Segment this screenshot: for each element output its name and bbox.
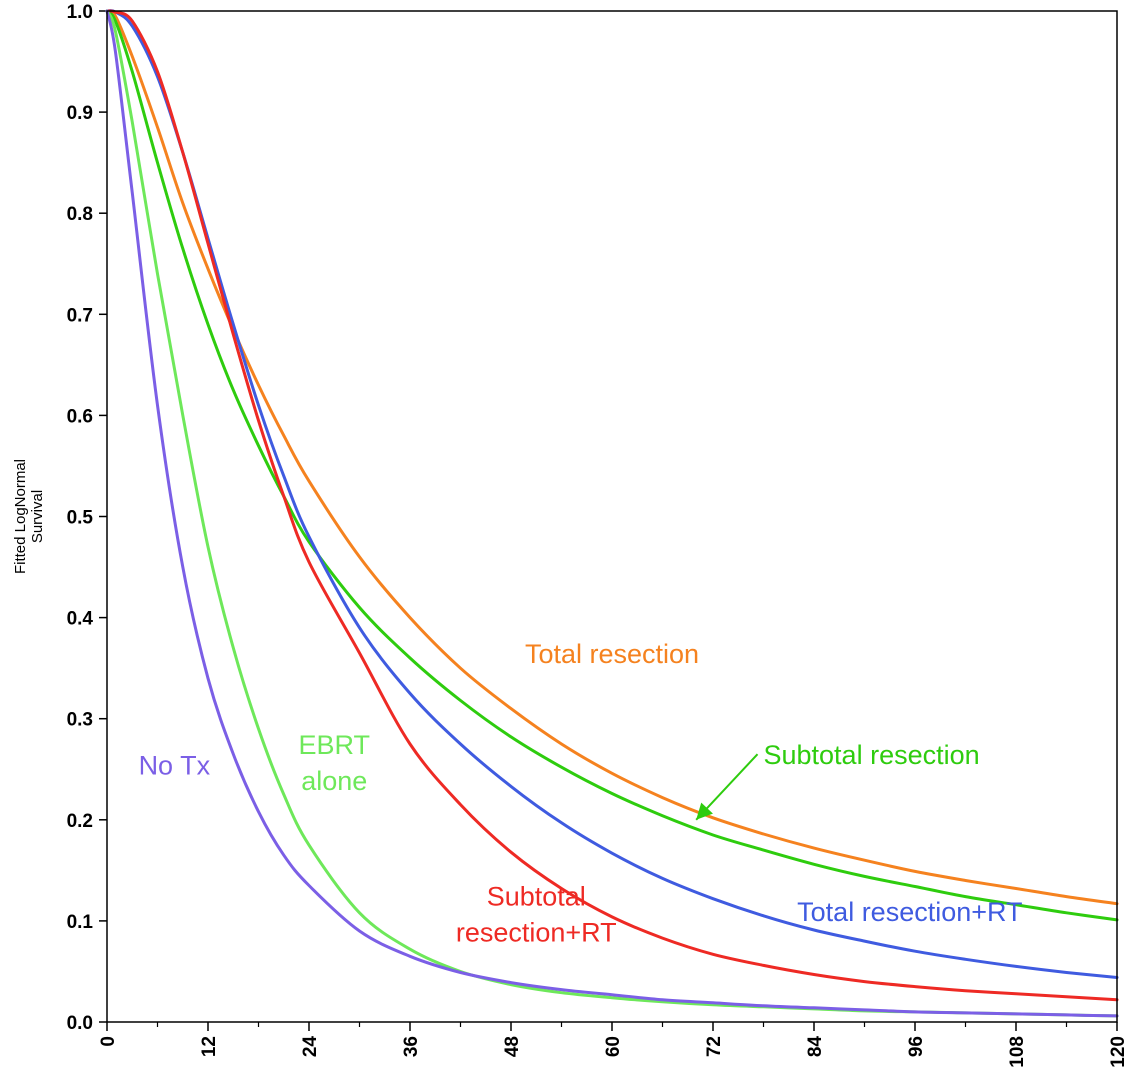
x-tick-label: 108 [1007,1036,1028,1068]
annotation-no-tx: No Tx [139,750,211,780]
annotation-total-resection-rt: Total resection+RT [797,897,1022,927]
x-tick-label: 24 [300,1036,321,1058]
series-annotations: Total resection Subtotal resection Total r… [139,639,1023,948]
y-axis-title-line: Survival [29,490,46,543]
y-tick-label: 0.5 [67,508,94,529]
y-tick-label: 0.7 [67,305,93,326]
annotation-line: Subtotal [487,882,586,912]
plot-area-border [106,10,1118,1023]
y-axis-title: Fitted LogNormal Survival [12,459,46,574]
y-tick-label: 0.1 [67,912,94,933]
annotation-line: EBRT [298,730,370,760]
annotation-subtotal-resection: Subtotal resection [764,740,980,770]
x-tick-label: 96 [906,1036,927,1057]
axis-ticks: 0.0 0.1 0.2 0.3 0.4 0.5 0.6 0.7 0.8 0.9 1.0 0 12 24 36… [67,2,1129,1068]
x-tick-label: 0 [98,1036,119,1047]
x-tick-label: 12 [199,1036,220,1057]
series-lines [105,9,1119,1018]
x-tick-label: 60 [603,1036,624,1057]
x-tick-label: 36 [401,1036,422,1057]
x-tick-label: 84 [805,1036,826,1058]
series-line-ebrt-alone [105,9,1119,1018]
y-tick-label: 0.0 [67,1013,93,1034]
y-axis-title-line: Fitted LogNormal [12,459,29,574]
y-tick-label: 1.0 [67,2,93,23]
annotation-line: No Tx [139,750,211,780]
x-tick-label: 120 [1108,1036,1129,1068]
x-tick-label: 48 [502,1036,523,1057]
x-tick-label: 72 [704,1036,725,1057]
series-line-subtotal-resection-rt [105,9,1119,1002]
annotation-subtotal-resection-rt: Subtotal resection+RT [456,882,617,948]
annotation-arrow-head [696,802,713,820]
annotation-line: alone [301,766,367,796]
y-tick-label: 0.6 [67,406,93,427]
annotation-total-resection: Total resection [525,639,699,669]
series-line-total-resection-rt [105,9,1119,979]
series-line-total-resection [105,9,1119,906]
annotation-line: Subtotal resection [764,740,980,770]
series-line-no-tx [105,9,1119,1018]
y-tick-label: 0.8 [67,204,93,225]
y-tick-label: 0.3 [67,710,93,731]
y-tick-label: 0.4 [67,609,94,630]
annotation-line: Total resection [525,639,699,669]
annotation-line: Total resection+RT [797,897,1022,927]
y-tick-label: 0.9 [67,103,93,124]
annotation-line: resection+RT [456,918,617,948]
series-line-subtotal-resection [105,9,1119,922]
y-tick-label: 0.2 [67,811,93,832]
annotation-ebrt-alone: EBRT alone [298,730,370,796]
